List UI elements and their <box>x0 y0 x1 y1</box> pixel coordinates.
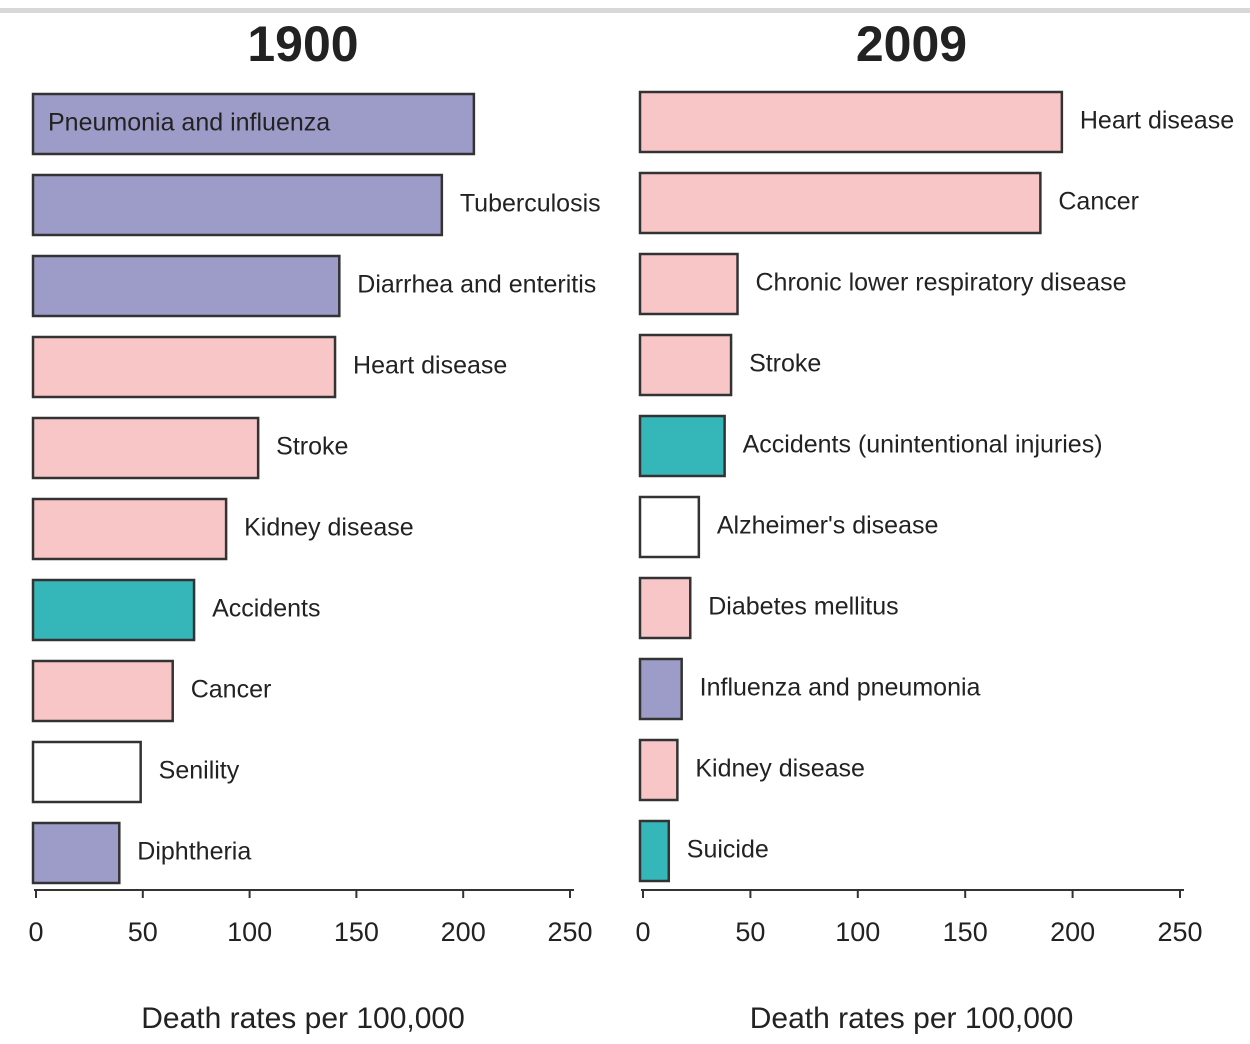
bar-label: Heart disease <box>1080 107 1234 135</box>
x-tick-label: 0 <box>28 917 43 947</box>
bar-label: Chronic lower respiratory disease <box>756 269 1127 297</box>
bar <box>638 576 692 640</box>
bar-label: Cancer <box>1058 188 1139 216</box>
bar-label: Cancer <box>191 676 272 704</box>
bar-label: Accidents <box>212 595 320 623</box>
x-tick-label: 50 <box>128 917 158 947</box>
x-tick-label: 150 <box>943 917 988 947</box>
bar <box>31 740 142 804</box>
chart-title: 1900 <box>247 16 358 72</box>
chart-title: 2009 <box>856 16 967 72</box>
bar-label: Accidents (unintentional injuries) <box>743 431 1103 459</box>
bar <box>31 92 476 156</box>
bar-label: Tuberculosis <box>460 190 601 218</box>
bar-label: Suicide <box>687 836 769 864</box>
bar <box>638 90 1064 154</box>
x-axis-title: Death rates per 100,000 <box>750 1002 1074 1035</box>
bar <box>638 495 701 559</box>
x-tick-label: 100 <box>835 917 880 947</box>
bar <box>31 173 444 237</box>
x-tick-label: 200 <box>1050 917 1095 947</box>
bar <box>31 659 174 723</box>
bar-label: Diarrhea and enteritis <box>357 271 596 299</box>
bar-label: Heart disease <box>353 352 507 380</box>
bar <box>31 254 341 318</box>
bar-label: Influenza and pneumonia <box>700 674 981 702</box>
bar <box>638 333 733 397</box>
x-tick-label: 250 <box>547 917 592 947</box>
bar <box>638 171 1042 235</box>
x-tick-label: 150 <box>334 917 379 947</box>
bar <box>31 578 196 642</box>
bar-label: Diphtheria <box>137 838 251 866</box>
bar-label: Senility <box>159 757 240 785</box>
bar <box>31 497 228 561</box>
x-tick-label: 250 <box>1157 917 1202 947</box>
bar-label: Pneumonia and influenza <box>48 109 330 137</box>
bar <box>638 414 726 478</box>
bar <box>638 819 671 883</box>
bar-label: Kidney disease <box>695 755 865 783</box>
bar-label: Alzheimer's disease <box>717 512 939 540</box>
bar <box>31 335 337 399</box>
x-axis-title: Death rates per 100,000 <box>141 1002 465 1035</box>
bar-label: Stroke <box>749 350 821 378</box>
bar <box>31 821 121 885</box>
bar-label: Stroke <box>276 433 348 461</box>
bar-label: Kidney disease <box>244 514 414 542</box>
x-tick-label: 50 <box>735 917 765 947</box>
bar-label: Diabetes mellitus <box>708 593 898 621</box>
top-border <box>0 8 1250 13</box>
bar <box>638 252 739 316</box>
x-tick-label: 0 <box>635 917 650 947</box>
bar <box>638 657 683 721</box>
bar <box>31 416 260 480</box>
x-tick-label: 100 <box>227 917 272 947</box>
x-tick-label: 200 <box>441 917 486 947</box>
bar <box>638 738 679 802</box>
